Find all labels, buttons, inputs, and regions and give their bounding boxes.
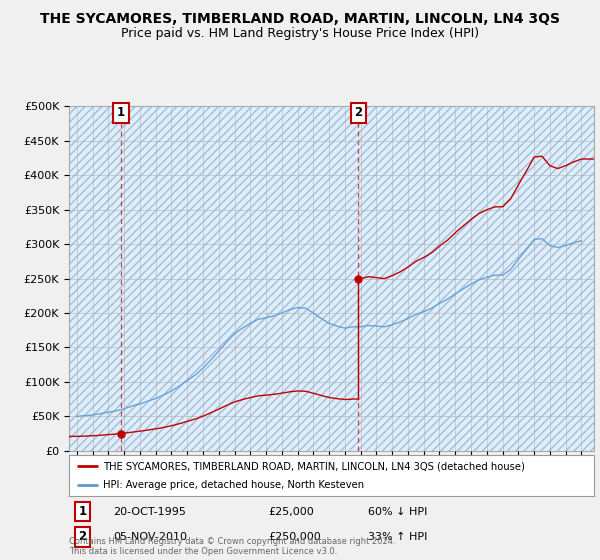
Text: Price paid vs. HM Land Registry's House Price Index (HPI): Price paid vs. HM Land Registry's House … <box>121 27 479 40</box>
Text: £250,000: £250,000 <box>269 532 321 542</box>
Text: 20-OCT-1995: 20-OCT-1995 <box>113 507 187 516</box>
Text: Contains HM Land Registry data © Crown copyright and database right 2024.
This d: Contains HM Land Registry data © Crown c… <box>69 536 395 556</box>
Text: THE SYCAMORES, TIMBERLAND ROAD, MARTIN, LINCOLN, LN4 3QS: THE SYCAMORES, TIMBERLAND ROAD, MARTIN, … <box>40 12 560 26</box>
Text: 60% ↓ HPI: 60% ↓ HPI <box>368 507 428 516</box>
Text: 2: 2 <box>354 106 362 119</box>
Text: 1: 1 <box>117 106 125 119</box>
Text: HPI: Average price, detached house, North Kesteven: HPI: Average price, detached house, Nort… <box>103 480 364 489</box>
Text: 33% ↑ HPI: 33% ↑ HPI <box>368 532 428 542</box>
Text: THE SYCAMORES, TIMBERLAND ROAD, MARTIN, LINCOLN, LN4 3QS (detached house): THE SYCAMORES, TIMBERLAND ROAD, MARTIN, … <box>103 461 525 471</box>
Text: 05-NOV-2010: 05-NOV-2010 <box>113 532 188 542</box>
Text: 2: 2 <box>79 530 86 543</box>
Text: £25,000: £25,000 <box>269 507 314 516</box>
Text: 1: 1 <box>79 505 86 518</box>
